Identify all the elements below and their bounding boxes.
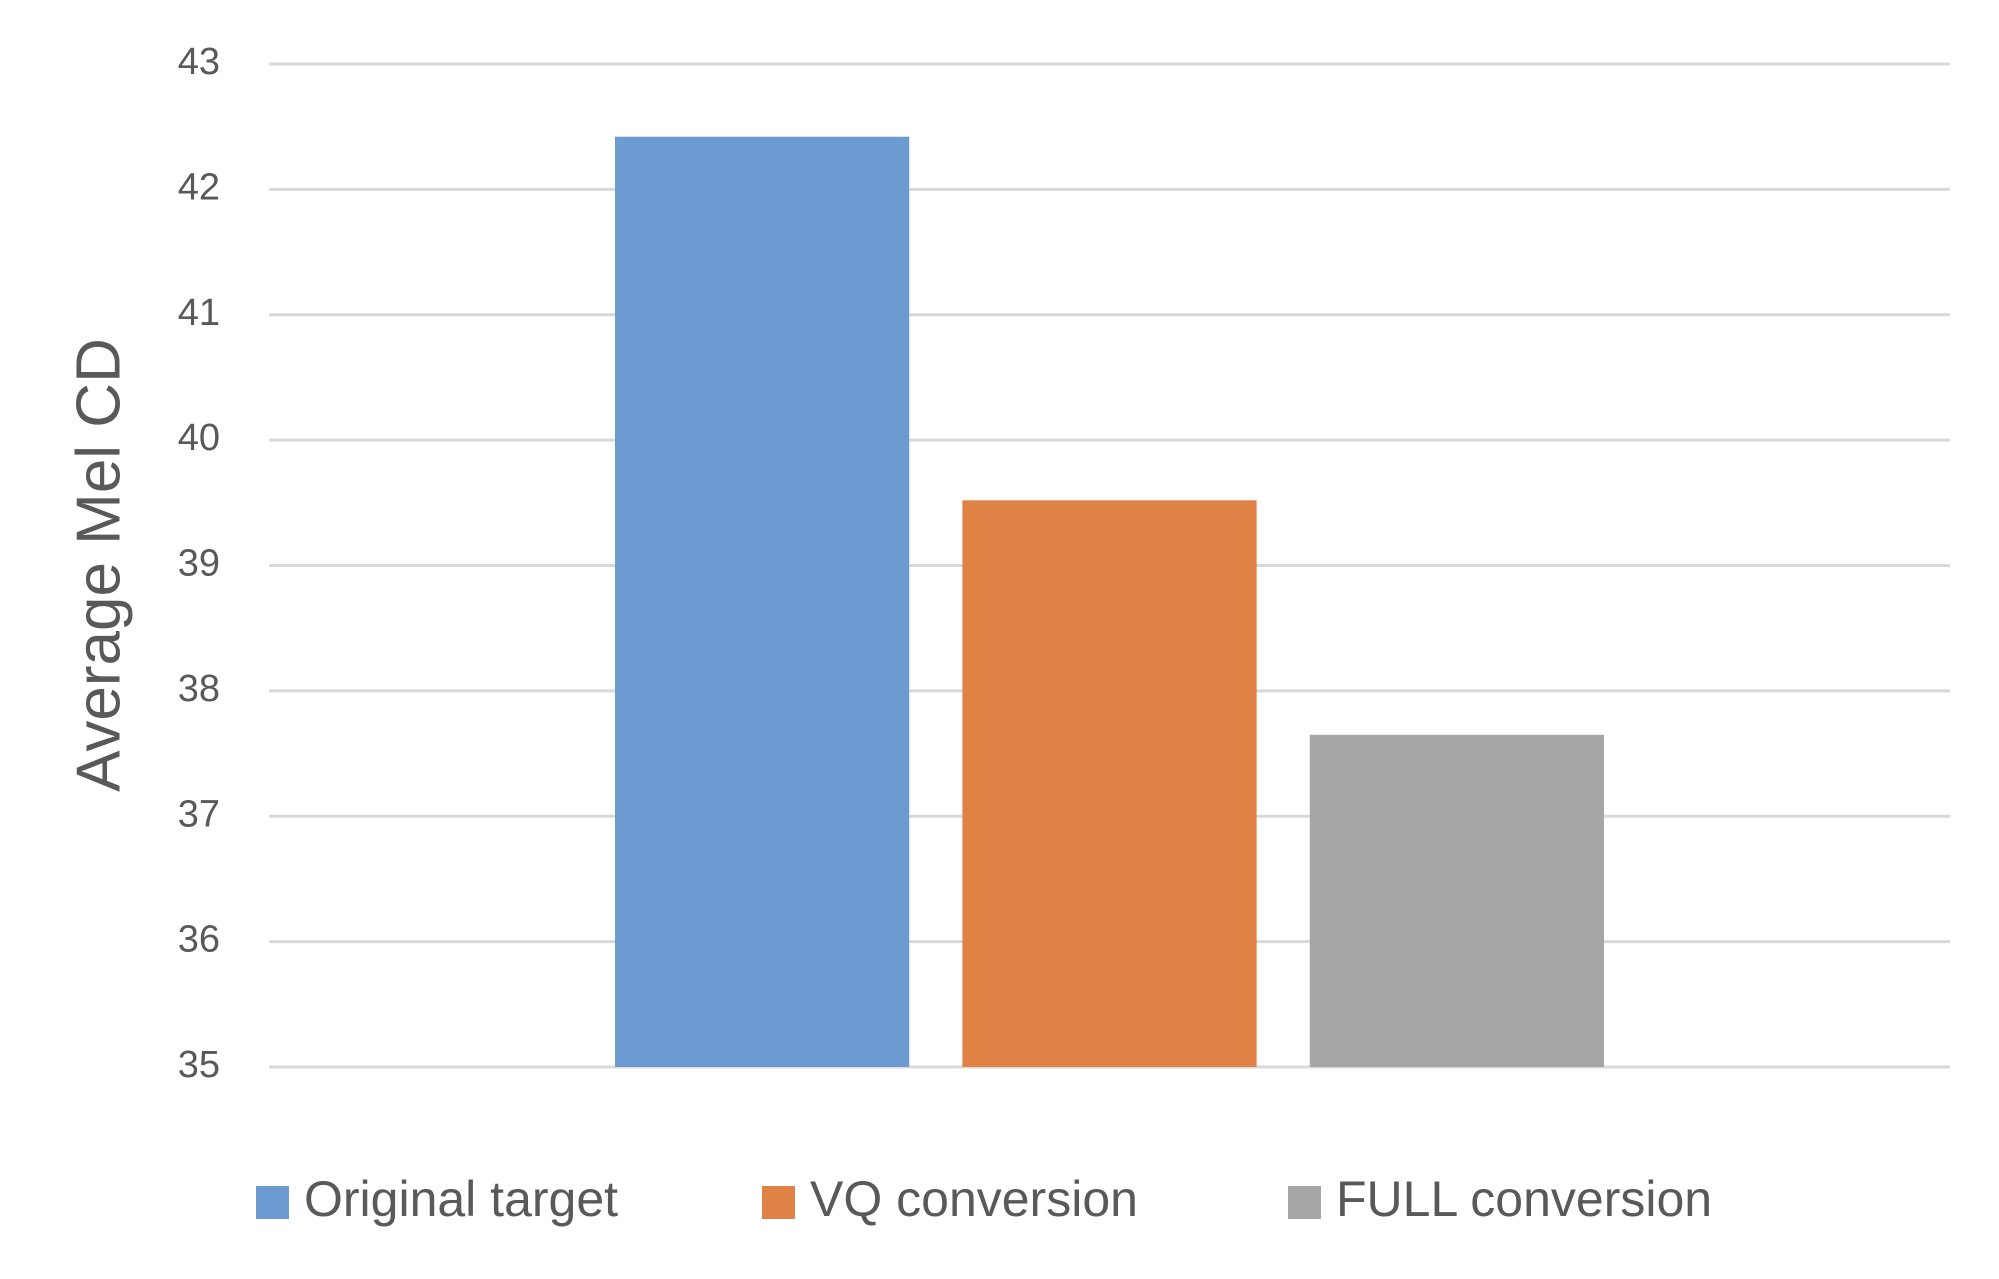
legend-swatch [762, 1186, 795, 1219]
bar [614, 136, 910, 1067]
y-tick-label: 41 [178, 292, 220, 334]
y-tick-label: 42 [178, 166, 220, 208]
y-tick-label: 39 [178, 543, 220, 585]
y-tick-label: 35 [178, 1044, 220, 1086]
legend-label: Original target [304, 1171, 618, 1227]
legend-swatch [1288, 1186, 1321, 1219]
legend-swatch [256, 1186, 289, 1219]
y-axis-label: Average Mel CD [64, 338, 133, 792]
y-tick-label: 38 [178, 668, 220, 710]
legend-label: FULL conversion [1336, 1171, 1712, 1227]
y-tick-label: 37 [178, 793, 220, 835]
legend-label: VQ conversion [810, 1171, 1138, 1227]
bar [962, 500, 1257, 1067]
y-tick-label: 36 [178, 919, 220, 961]
y-tick-label: 40 [178, 417, 220, 459]
bar [1309, 734, 1605, 1067]
y-tick-label: 43 [178, 41, 220, 83]
